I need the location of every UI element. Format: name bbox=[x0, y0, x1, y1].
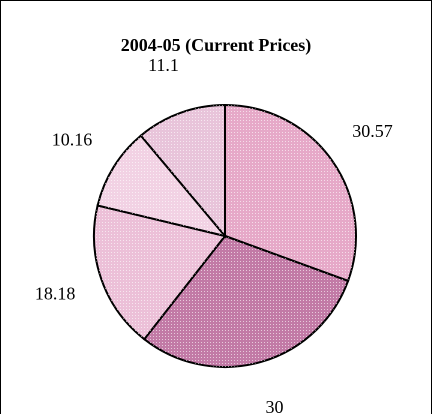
slice-texture bbox=[93, 205, 225, 340]
data-label: 18.18 bbox=[35, 283, 76, 303]
slice-texture bbox=[140, 105, 225, 236]
slice-texture bbox=[225, 105, 357, 281]
data-label: 30 bbox=[266, 397, 284, 414]
data-label: 30.57 bbox=[352, 121, 393, 141]
data-label: 11.1 bbox=[148, 55, 179, 75]
slice-texture bbox=[144, 236, 349, 368]
chart-title: 2004-05 (Current Prices) bbox=[121, 35, 312, 56]
slice-texture bbox=[97, 135, 225, 236]
data-label: 10.16 bbox=[52, 129, 93, 149]
